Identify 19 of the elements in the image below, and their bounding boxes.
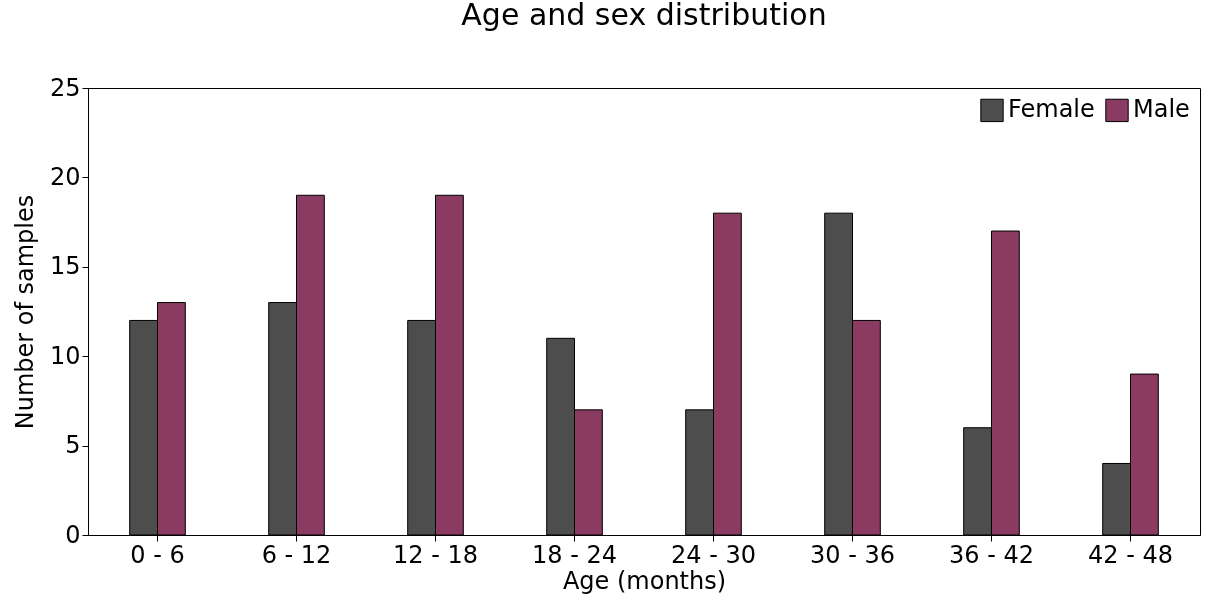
y-tick-label: 25	[49, 73, 81, 102]
y-tick-label: 15	[49, 252, 81, 281]
y-tick-label: 10	[49, 341, 81, 370]
x-tick-label: 36 - 42	[949, 540, 1034, 569]
chart-title: Age and sex distribution	[461, 0, 827, 32]
y-tick-label: 5	[65, 431, 81, 460]
x-tick-label: 0 - 6	[130, 540, 185, 569]
y-axis-title: Number of samples	[10, 194, 39, 430]
x-tick-label: 42 - 48	[1088, 540, 1173, 569]
x-tick-label: 24 - 30	[671, 540, 756, 569]
x-tick-label: 18 - 24	[532, 540, 617, 569]
x-tick-label: 12 - 18	[393, 540, 478, 569]
y-tick-label: 0	[65, 520, 81, 549]
y-tick-label: 20	[49, 162, 81, 191]
legend-label: Female	[1008, 95, 1095, 124]
x-tick-label: 6 - 12	[261, 540, 332, 569]
x-tick-label: 30 - 36	[810, 540, 895, 569]
legend-label: Male	[1133, 95, 1190, 124]
x-axis-title: Age (months)	[562, 566, 727, 595]
